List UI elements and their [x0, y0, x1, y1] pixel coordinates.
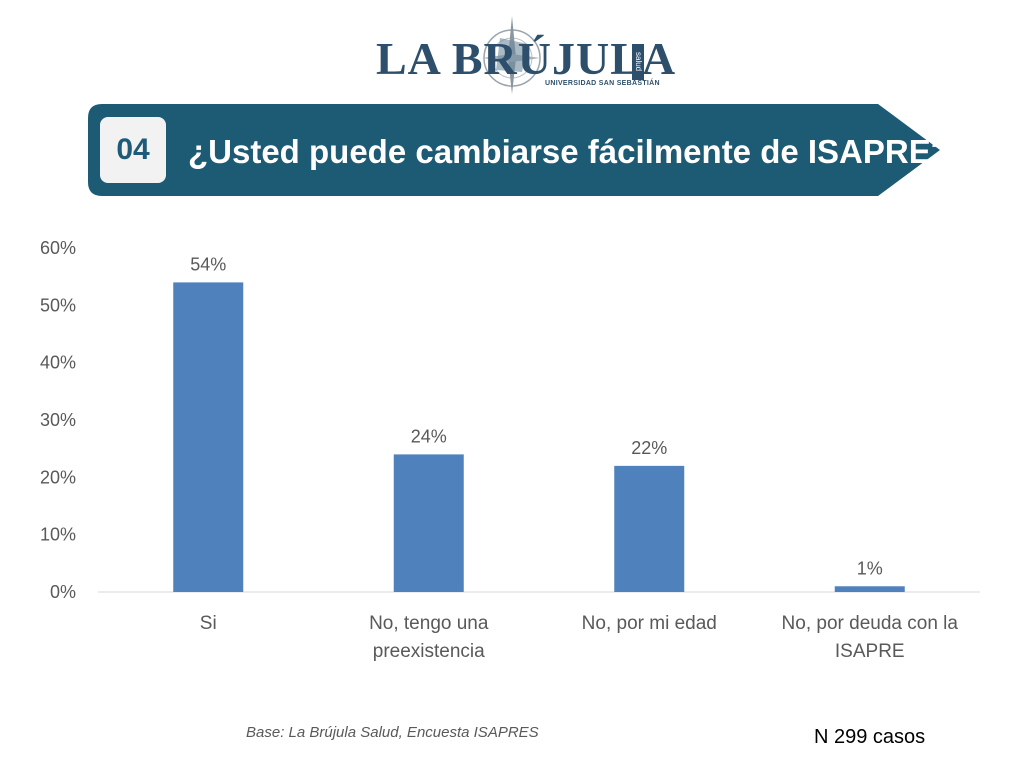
x-tick-label: No, tengo una preexistencia [369, 613, 489, 662]
logo: LA BRÚJULA salud UNIVERSIDAD SAN SEBASTI… [370, 14, 675, 96]
y-tick-label: 0% [50, 582, 76, 602]
x-axis: Si No, tengo una preexistencia No, por mi e… [200, 613, 959, 662]
bars [173, 282, 905, 592]
y-tick-label: 30% [40, 410, 76, 430]
data-labels: 54% 24% 22% 1% [190, 254, 883, 578]
logo-subtitle: UNIVERSIDAD SAN SEBASTIÁN [545, 80, 660, 87]
source-note: Base: La Brújula Salud, Encuesta ISAPRES [246, 724, 539, 741]
logo-side-label: salud [632, 44, 644, 80]
x-tick-label: Si [200, 613, 217, 634]
question-number-badge: 04 [100, 117, 166, 183]
question-title: ¿Usted puede cambiarse fácilmente de ISA… [188, 133, 951, 170]
y-axis: 0% 10% 20% 30% 40% 50% 60% [40, 238, 76, 602]
x-tick-label: No, por deuda con la ISAPRE [782, 613, 959, 662]
question-banner [88, 104, 940, 196]
bar [393, 454, 464, 592]
bar-chart: 0% 10% 20% 30% 40% 50% 60% 54% 24% 22% 1% Si No, t… [40, 238, 980, 662]
data-label: 24% [411, 426, 447, 446]
y-tick-label: 60% [40, 238, 76, 258]
sample-size: N 299 casos [814, 726, 926, 748]
y-tick-label: 10% [40, 525, 76, 545]
compass-icon [482, 16, 541, 94]
x-tick-label: No, por mi edad [582, 613, 717, 634]
y-tick-label: 20% [40, 467, 76, 487]
y-tick-label: 50% [40, 295, 76, 315]
bar [173, 282, 244, 592]
data-label: 22% [631, 438, 667, 458]
bar [614, 465, 685, 592]
data-label: 54% [190, 254, 226, 274]
y-tick-label: 40% [40, 353, 76, 373]
logo-wordmark: LA BRÚJULA [376, 33, 677, 84]
bar [834, 586, 905, 592]
data-label: 1% [857, 558, 883, 578]
